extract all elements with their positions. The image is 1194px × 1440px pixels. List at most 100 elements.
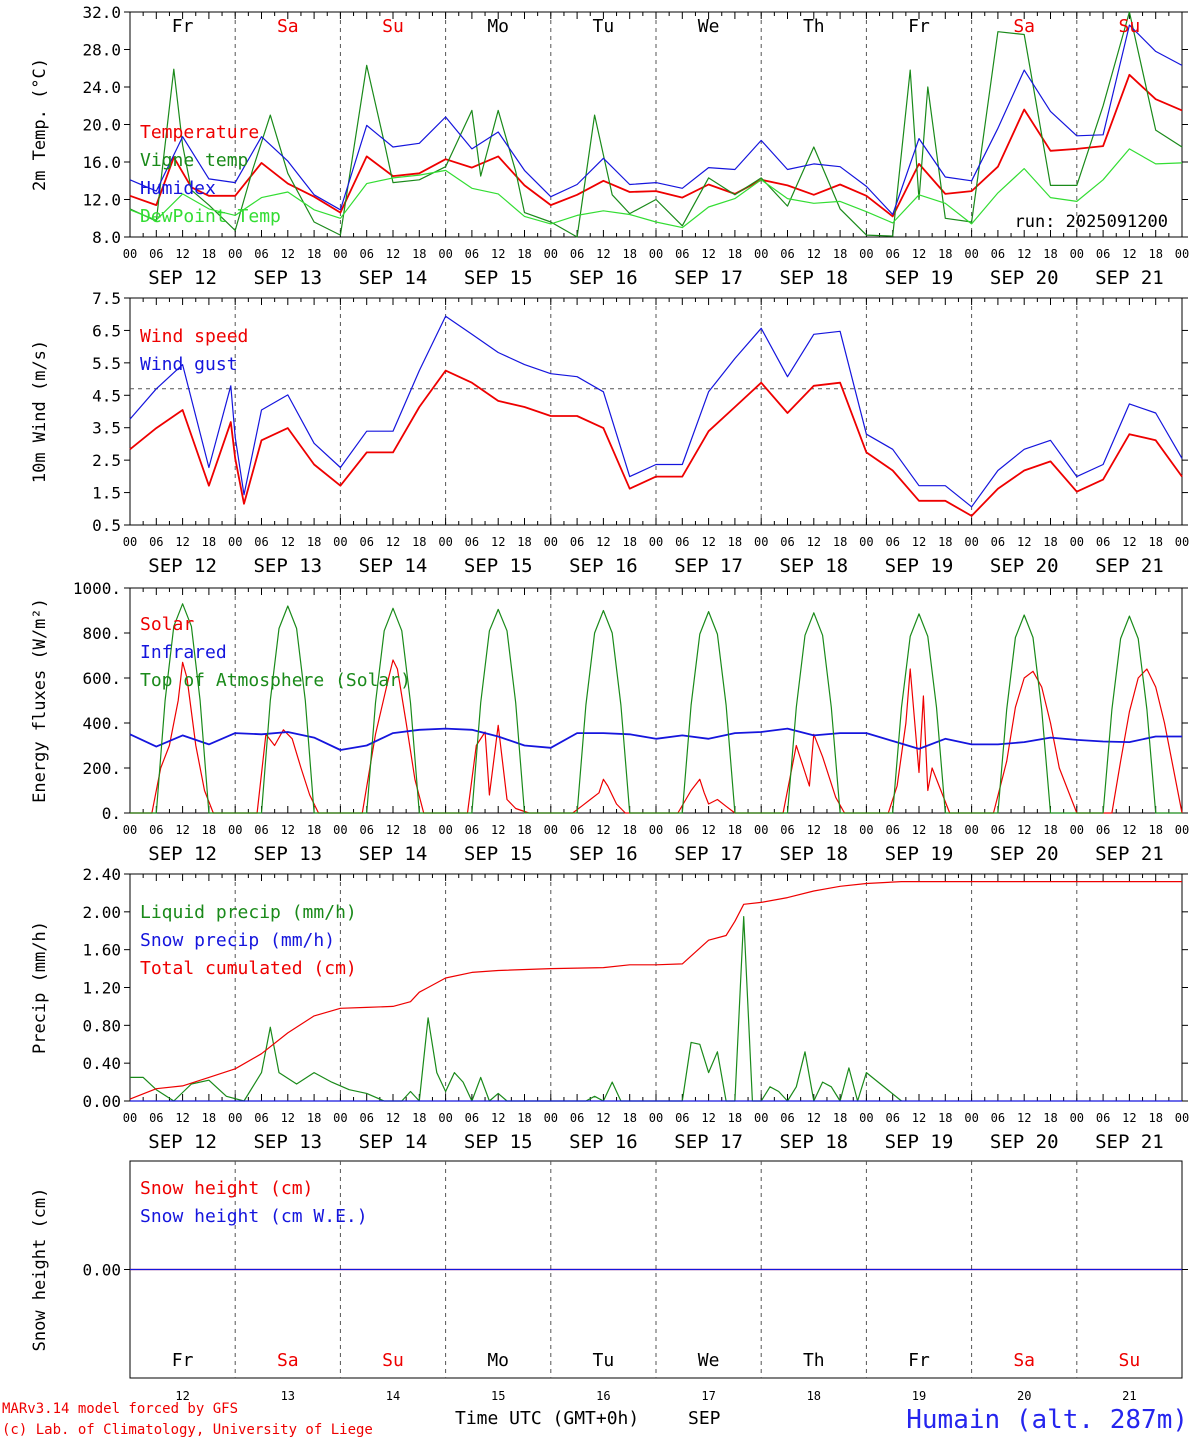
hour-tick-label: 00	[123, 823, 137, 837]
hour-tick-label: 00	[859, 1111, 873, 1125]
hour-tick-label: 12	[1122, 535, 1136, 549]
hour-tick-label: 18	[202, 247, 216, 261]
date-label: SEP 18	[779, 843, 848, 865]
legend-snow-0: Snow height (cm)	[140, 1178, 313, 1199]
y-axis-label: 10m Wind (m/s)	[30, 340, 50, 483]
series-temp-0	[129, 73, 1183, 218]
hour-tick-label: 06	[359, 535, 373, 549]
legend-wind-1: Wind gust	[140, 354, 238, 375]
month-label: SEP	[688, 1408, 721, 1429]
day-number-label: 21	[1122, 1389, 1136, 1403]
hour-tick-label: 00	[123, 1111, 137, 1125]
date-label: SEP 20	[990, 267, 1059, 289]
panel-snow: 0.00 Snow height (cm) Snow height (cm) Snow…	[30, 1160, 1188, 1403]
date-label: SEP 18	[779, 555, 848, 577]
hour-tick-label: 18	[307, 1111, 321, 1125]
y-tick-label: 600.	[82, 669, 121, 688]
hour-tick-label: 00	[649, 1111, 663, 1125]
date-label: SEP 12	[148, 267, 217, 289]
hour-tick-label: 12	[912, 823, 926, 837]
hour-tick-label: 00	[544, 247, 558, 261]
hour-tick-label: 06	[675, 535, 689, 549]
hour-tick-label: 18	[1148, 1111, 1162, 1125]
hour-tick-label: 18	[1043, 247, 1057, 261]
legend-precip-1: Snow precip (mm/h)	[140, 930, 335, 951]
hour-tick-label: 12	[701, 247, 715, 261]
date-label: SEP 18	[779, 1131, 848, 1153]
hour-tick-label: 18	[622, 535, 636, 549]
hour-tick-label: 18	[517, 1111, 531, 1125]
date-label: SEP 21	[1095, 267, 1164, 289]
hour-tick-label: 00	[438, 1111, 452, 1125]
legend-temp-3: DewPoint Temp	[140, 206, 281, 227]
hour-tick-label: 00	[438, 247, 452, 261]
weekday-label: Fr	[908, 16, 930, 37]
legend-precip-2: Total cumulated (cm)	[140, 958, 357, 979]
hour-tick-label: 00	[649, 247, 663, 261]
hour-tick-label: 06	[465, 247, 479, 261]
hour-tick-label: 00	[544, 535, 558, 549]
date-label: SEP 17	[674, 1131, 743, 1153]
hour-tick-label: 12	[596, 1111, 610, 1125]
y-tick-label: 28.0	[82, 41, 121, 60]
date-label: SEP 12	[148, 555, 217, 577]
hour-tick-label: 06	[1096, 247, 1110, 261]
hour-tick-label: 18	[202, 1111, 216, 1125]
hour-tick-label: 00	[333, 1111, 347, 1125]
hour-tick-label: 12	[175, 535, 189, 549]
hour-tick-label: 00	[964, 823, 978, 837]
weekday-label: Sa	[1013, 1350, 1035, 1371]
hour-tick-label: 18	[202, 535, 216, 549]
hour-tick-label: 18	[622, 1111, 636, 1125]
y-tick-label: 12.0	[82, 191, 121, 210]
series-precip-2	[129, 880, 1182, 1100]
hour-tick-label: 06	[570, 1111, 584, 1125]
y-tick-label: 3.5	[92, 419, 121, 438]
hour-tick-label: 06	[254, 823, 268, 837]
panel-wind: 0.5 1.5 2.5 3.5 4.5 5.5 6.5 7.5 10m Wind (m/s) Wi…	[30, 289, 1189, 577]
hour-tick-label: 06	[885, 823, 899, 837]
y-tick-label: 7.5	[92, 289, 121, 308]
weekday-label: Tu	[593, 16, 615, 37]
series-wind-0	[129, 369, 1183, 517]
date-label: SEP 15	[464, 555, 533, 577]
hour-tick-label: 00	[544, 823, 558, 837]
date-label: SEP 14	[359, 843, 428, 865]
hour-tick-label: 06	[254, 535, 268, 549]
day-number-label: 14	[386, 1389, 400, 1403]
hour-tick-label: 06	[1096, 823, 1110, 837]
hour-tick-label: 00	[228, 1111, 242, 1125]
weekday-label: Sa	[277, 1350, 299, 1371]
hour-tick-label: 12	[912, 247, 926, 261]
y-tick-label: 0.80	[82, 1016, 121, 1035]
hour-tick-label: 00	[859, 535, 873, 549]
day-number-label: 16	[596, 1389, 610, 1403]
hour-tick-label: 12	[596, 535, 610, 549]
hour-tick-label: 12	[701, 535, 715, 549]
hour-tick-label: 12	[596, 823, 610, 837]
weekday-label: Su	[1119, 16, 1141, 37]
day-number-label: 19	[912, 1389, 926, 1403]
hour-tick-label: 12	[1017, 823, 1031, 837]
hour-tick-label: 18	[938, 535, 952, 549]
hour-tick-label: 00	[1070, 823, 1084, 837]
hour-tick-label: 06	[465, 823, 479, 837]
date-label: SEP 13	[253, 843, 322, 865]
y-tick-label: 2.00	[82, 903, 121, 922]
hour-tick-label: 12	[175, 247, 189, 261]
hour-tick-label: 18	[202, 823, 216, 837]
date-label: SEP 14	[359, 555, 428, 577]
hour-tick-label: 18	[1043, 1111, 1057, 1125]
day-number-label: 20	[1017, 1389, 1031, 1403]
weekday-label: Sa	[277, 16, 299, 37]
date-label: SEP 15	[464, 1131, 533, 1153]
y-tick-label: 0.00	[82, 1092, 121, 1111]
hour-tick-label: 06	[359, 1111, 373, 1125]
hour-tick-label: 06	[885, 247, 899, 261]
y-tick-label: 0.00	[82, 1261, 121, 1280]
hour-tick-label: 12	[701, 1111, 715, 1125]
hour-tick-label: 06	[1096, 535, 1110, 549]
y-tick-label: 200.	[82, 759, 121, 778]
hour-tick-label: 12	[807, 535, 821, 549]
